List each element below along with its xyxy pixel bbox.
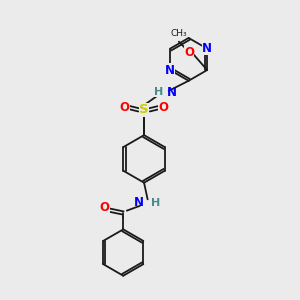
Text: N: N [202,42,212,55]
Text: O: O [100,201,110,214]
Text: O: O [158,101,168,114]
Text: N: N [134,196,144,209]
Text: H: H [151,198,160,208]
Text: H: H [154,87,164,97]
Text: S: S [139,103,149,116]
Text: N: N [165,64,175,76]
Text: O: O [120,101,130,114]
Text: O: O [184,46,194,59]
Text: CH₃: CH₃ [170,29,187,38]
Text: N: N [167,86,177,99]
